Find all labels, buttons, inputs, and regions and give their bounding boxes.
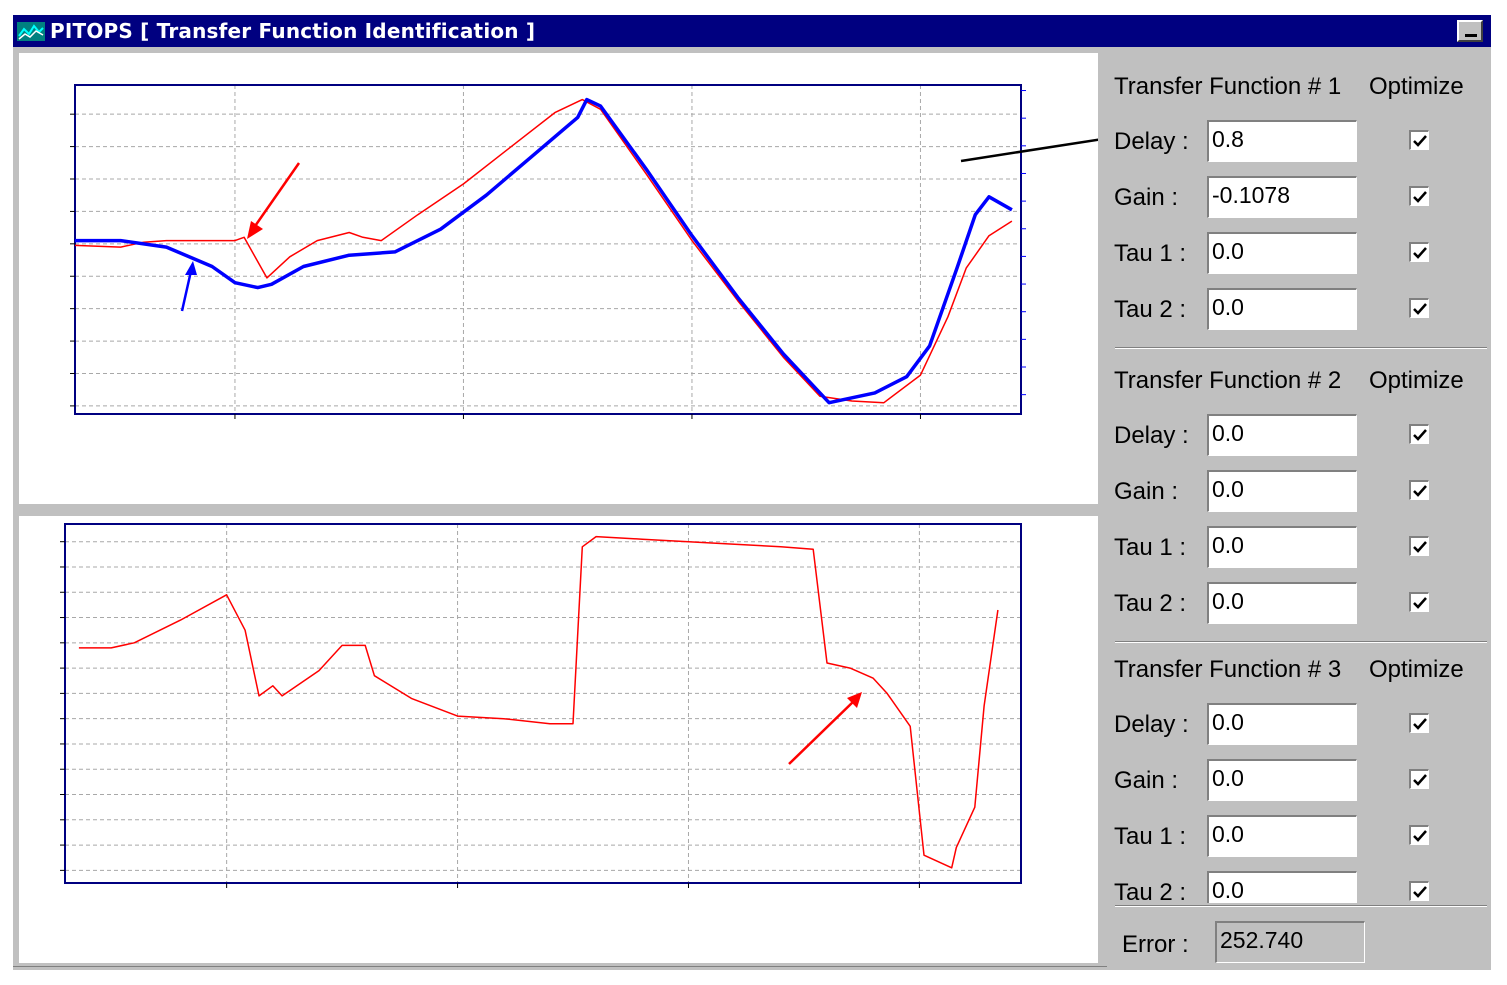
param-input[interactable]: 0.0 xyxy=(1207,526,1357,568)
transfer-function-panel: Transfer Function # 1 Optimize Delay : 0.8 G… xyxy=(1107,55,1491,970)
optimize-checkbox[interactable] xyxy=(1409,881,1429,901)
section-divider xyxy=(1115,347,1487,349)
param-label: Tau 1 : xyxy=(1114,823,1187,850)
optimize-checkbox[interactable] xyxy=(1409,592,1429,612)
section-divider xyxy=(1115,641,1487,643)
optimize-header: Optimize xyxy=(1369,367,1464,394)
param-label: Gain : xyxy=(1114,184,1179,211)
optimize-checkbox[interactable] xyxy=(1409,713,1429,733)
check-icon xyxy=(1413,830,1427,842)
title-bar[interactable]: PITOPS [ Transfer Function Identificatio… xyxy=(13,15,1491,47)
section-title: Transfer Function # 3 xyxy=(1114,656,1342,683)
check-icon xyxy=(1413,303,1427,315)
param-input[interactable]: 0.0 xyxy=(1207,470,1357,512)
annotation-arrow xyxy=(180,270,193,312)
check-icon xyxy=(1413,886,1427,898)
optimize-checkbox[interactable] xyxy=(1409,424,1429,444)
app-window: PITOPS [ Transfer Function Identificatio… xyxy=(13,15,1491,970)
param-input[interactable]: 0.0 xyxy=(1207,288,1357,330)
level-chart xyxy=(70,84,1098,419)
error-label: Error : xyxy=(1122,931,1189,958)
param-input[interactable]: 0.0 xyxy=(1207,414,1357,456)
arrow-head-icon xyxy=(247,221,263,239)
param-input[interactable]: 0.0 xyxy=(1207,871,1357,903)
section-title: Transfer Function # 1 xyxy=(1114,73,1342,100)
minimize-icon xyxy=(1465,34,1477,37)
optimize-checkbox[interactable] xyxy=(1409,769,1429,789)
param-label: Tau 2 : xyxy=(1114,590,1187,617)
parameter-sections: Transfer Function # 1 Optimize Delay : 0.8 G… xyxy=(1107,55,1491,903)
check-icon xyxy=(1413,597,1427,609)
annotation-arrow xyxy=(251,162,301,230)
param-label: Delay : xyxy=(1114,128,1189,155)
plot-frame xyxy=(64,523,1022,884)
arrow-head-icon xyxy=(847,692,862,708)
param-input[interactable]: 0.0 xyxy=(1207,759,1357,801)
optimize-checkbox[interactable] xyxy=(1409,186,1429,206)
charts-panel xyxy=(19,53,1098,963)
optimize-checkbox[interactable] xyxy=(1409,298,1429,318)
param-label: Tau 1 : xyxy=(1114,240,1187,267)
param-label: Gain : xyxy=(1114,767,1179,794)
optimize-checkbox[interactable] xyxy=(1409,242,1429,262)
param-input[interactable]: 0.8 xyxy=(1207,120,1357,162)
optimize-checkbox[interactable] xyxy=(1409,536,1429,556)
arrow-head-icon xyxy=(185,261,197,275)
plot-frame xyxy=(74,84,1022,415)
param-input[interactable]: 0.0 xyxy=(1207,815,1357,857)
chart-app-icon xyxy=(17,22,45,41)
check-icon xyxy=(1413,135,1427,147)
status-bar xyxy=(13,966,1107,971)
annotation-arrow xyxy=(788,699,856,765)
optimize-checkbox[interactable] xyxy=(1409,825,1429,845)
series-line-1 xyxy=(74,98,1013,404)
optimize-checkbox[interactable] xyxy=(1409,130,1429,150)
minimize-button[interactable] xyxy=(1457,20,1483,42)
param-label: Tau 2 : xyxy=(1114,879,1187,903)
param-label: Gain : xyxy=(1114,478,1179,505)
param-input[interactable]: 0.0 xyxy=(1207,582,1357,624)
chart-splitter[interactable] xyxy=(19,504,1098,516)
check-icon xyxy=(1413,541,1427,553)
check-icon xyxy=(1413,774,1427,786)
series-line-2 xyxy=(75,97,1013,405)
check-icon xyxy=(1413,485,1427,497)
param-label: Delay : xyxy=(1114,422,1189,449)
param-label: Delay : xyxy=(1114,711,1189,738)
check-icon xyxy=(1413,247,1427,259)
optimize-header: Optimize xyxy=(1369,656,1464,683)
annotation-arrow xyxy=(960,138,1098,163)
optimize-checkbox[interactable] xyxy=(1409,480,1429,500)
param-input[interactable]: 0.0 xyxy=(1207,232,1357,274)
param-input[interactable]: 0.0 xyxy=(1207,703,1357,745)
param-input[interactable]: -0.1078 xyxy=(1207,176,1357,218)
series-line-1 xyxy=(78,535,999,869)
check-icon xyxy=(1413,191,1427,203)
param-label: Tau 1 : xyxy=(1114,534,1187,561)
window-title: PITOPS [ Transfer Function Identificatio… xyxy=(50,19,536,43)
param-label: Tau 2 : xyxy=(1114,296,1187,323)
error-value: 252.740 xyxy=(1215,921,1365,963)
check-icon xyxy=(1413,718,1427,730)
optimize-header: Optimize xyxy=(1369,73,1464,100)
check-icon xyxy=(1413,429,1427,441)
error-divider xyxy=(1115,905,1487,907)
section-title: Transfer Function # 2 xyxy=(1114,367,1342,394)
valve-chart xyxy=(60,523,1022,888)
